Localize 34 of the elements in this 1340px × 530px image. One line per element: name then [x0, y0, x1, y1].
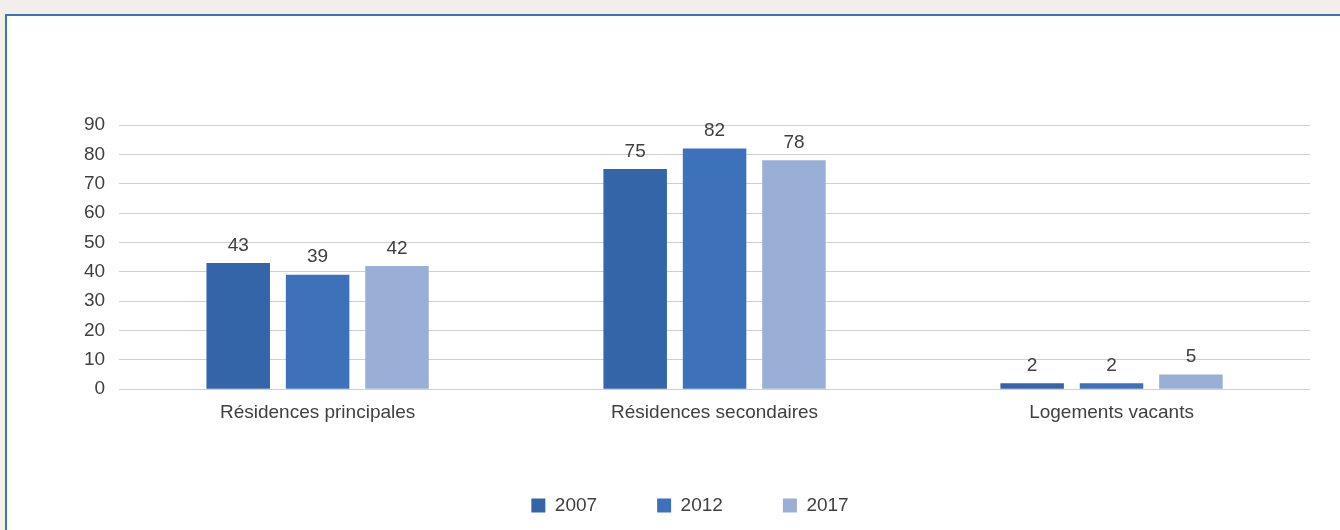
y-tick-label: 60	[83, 201, 106, 223]
data-label: 2	[1106, 354, 1117, 376]
bar	[682, 148, 747, 389]
x-tick-label: Résidences secondaires	[611, 400, 819, 422]
bar	[762, 160, 826, 389]
y-tick-label: 90	[83, 113, 106, 135]
x-tick-label: Logements vacants	[1029, 400, 1194, 422]
data-label: 75	[624, 139, 646, 161]
y-tick-label: 80	[83, 142, 106, 164]
y-tick-label: 0	[94, 377, 106, 399]
bar	[1000, 383, 1064, 389]
bar	[285, 274, 350, 389]
y-tick-label: 50	[83, 230, 106, 252]
data-label: 42	[386, 236, 408, 258]
data-label: 5	[1185, 345, 1197, 367]
data-label: 43	[227, 233, 249, 255]
y-tick-label: 70	[83, 171, 106, 193]
data-label: 78	[783, 130, 805, 152]
y-tick-label: 30	[83, 289, 106, 311]
legend-label: 2017	[806, 493, 849, 515]
bar	[1079, 383, 1144, 389]
data-label: 39	[307, 245, 329, 267]
legend-label: 2007	[554, 493, 598, 515]
x-tick-label: Résidences principales	[219, 400, 416, 422]
y-tick-label: 10	[83, 348, 106, 370]
bar	[206, 262, 270, 389]
y-tick-label: 40	[83, 260, 106, 282]
y-tick-label: 20	[83, 318, 106, 340]
data-label: 82	[704, 119, 726, 141]
legend-label: 2012	[680, 493, 723, 515]
bar	[365, 265, 429, 389]
bar	[603, 169, 667, 389]
bar	[1159, 374, 1223, 389]
data-label: 2	[1026, 354, 1038, 376]
